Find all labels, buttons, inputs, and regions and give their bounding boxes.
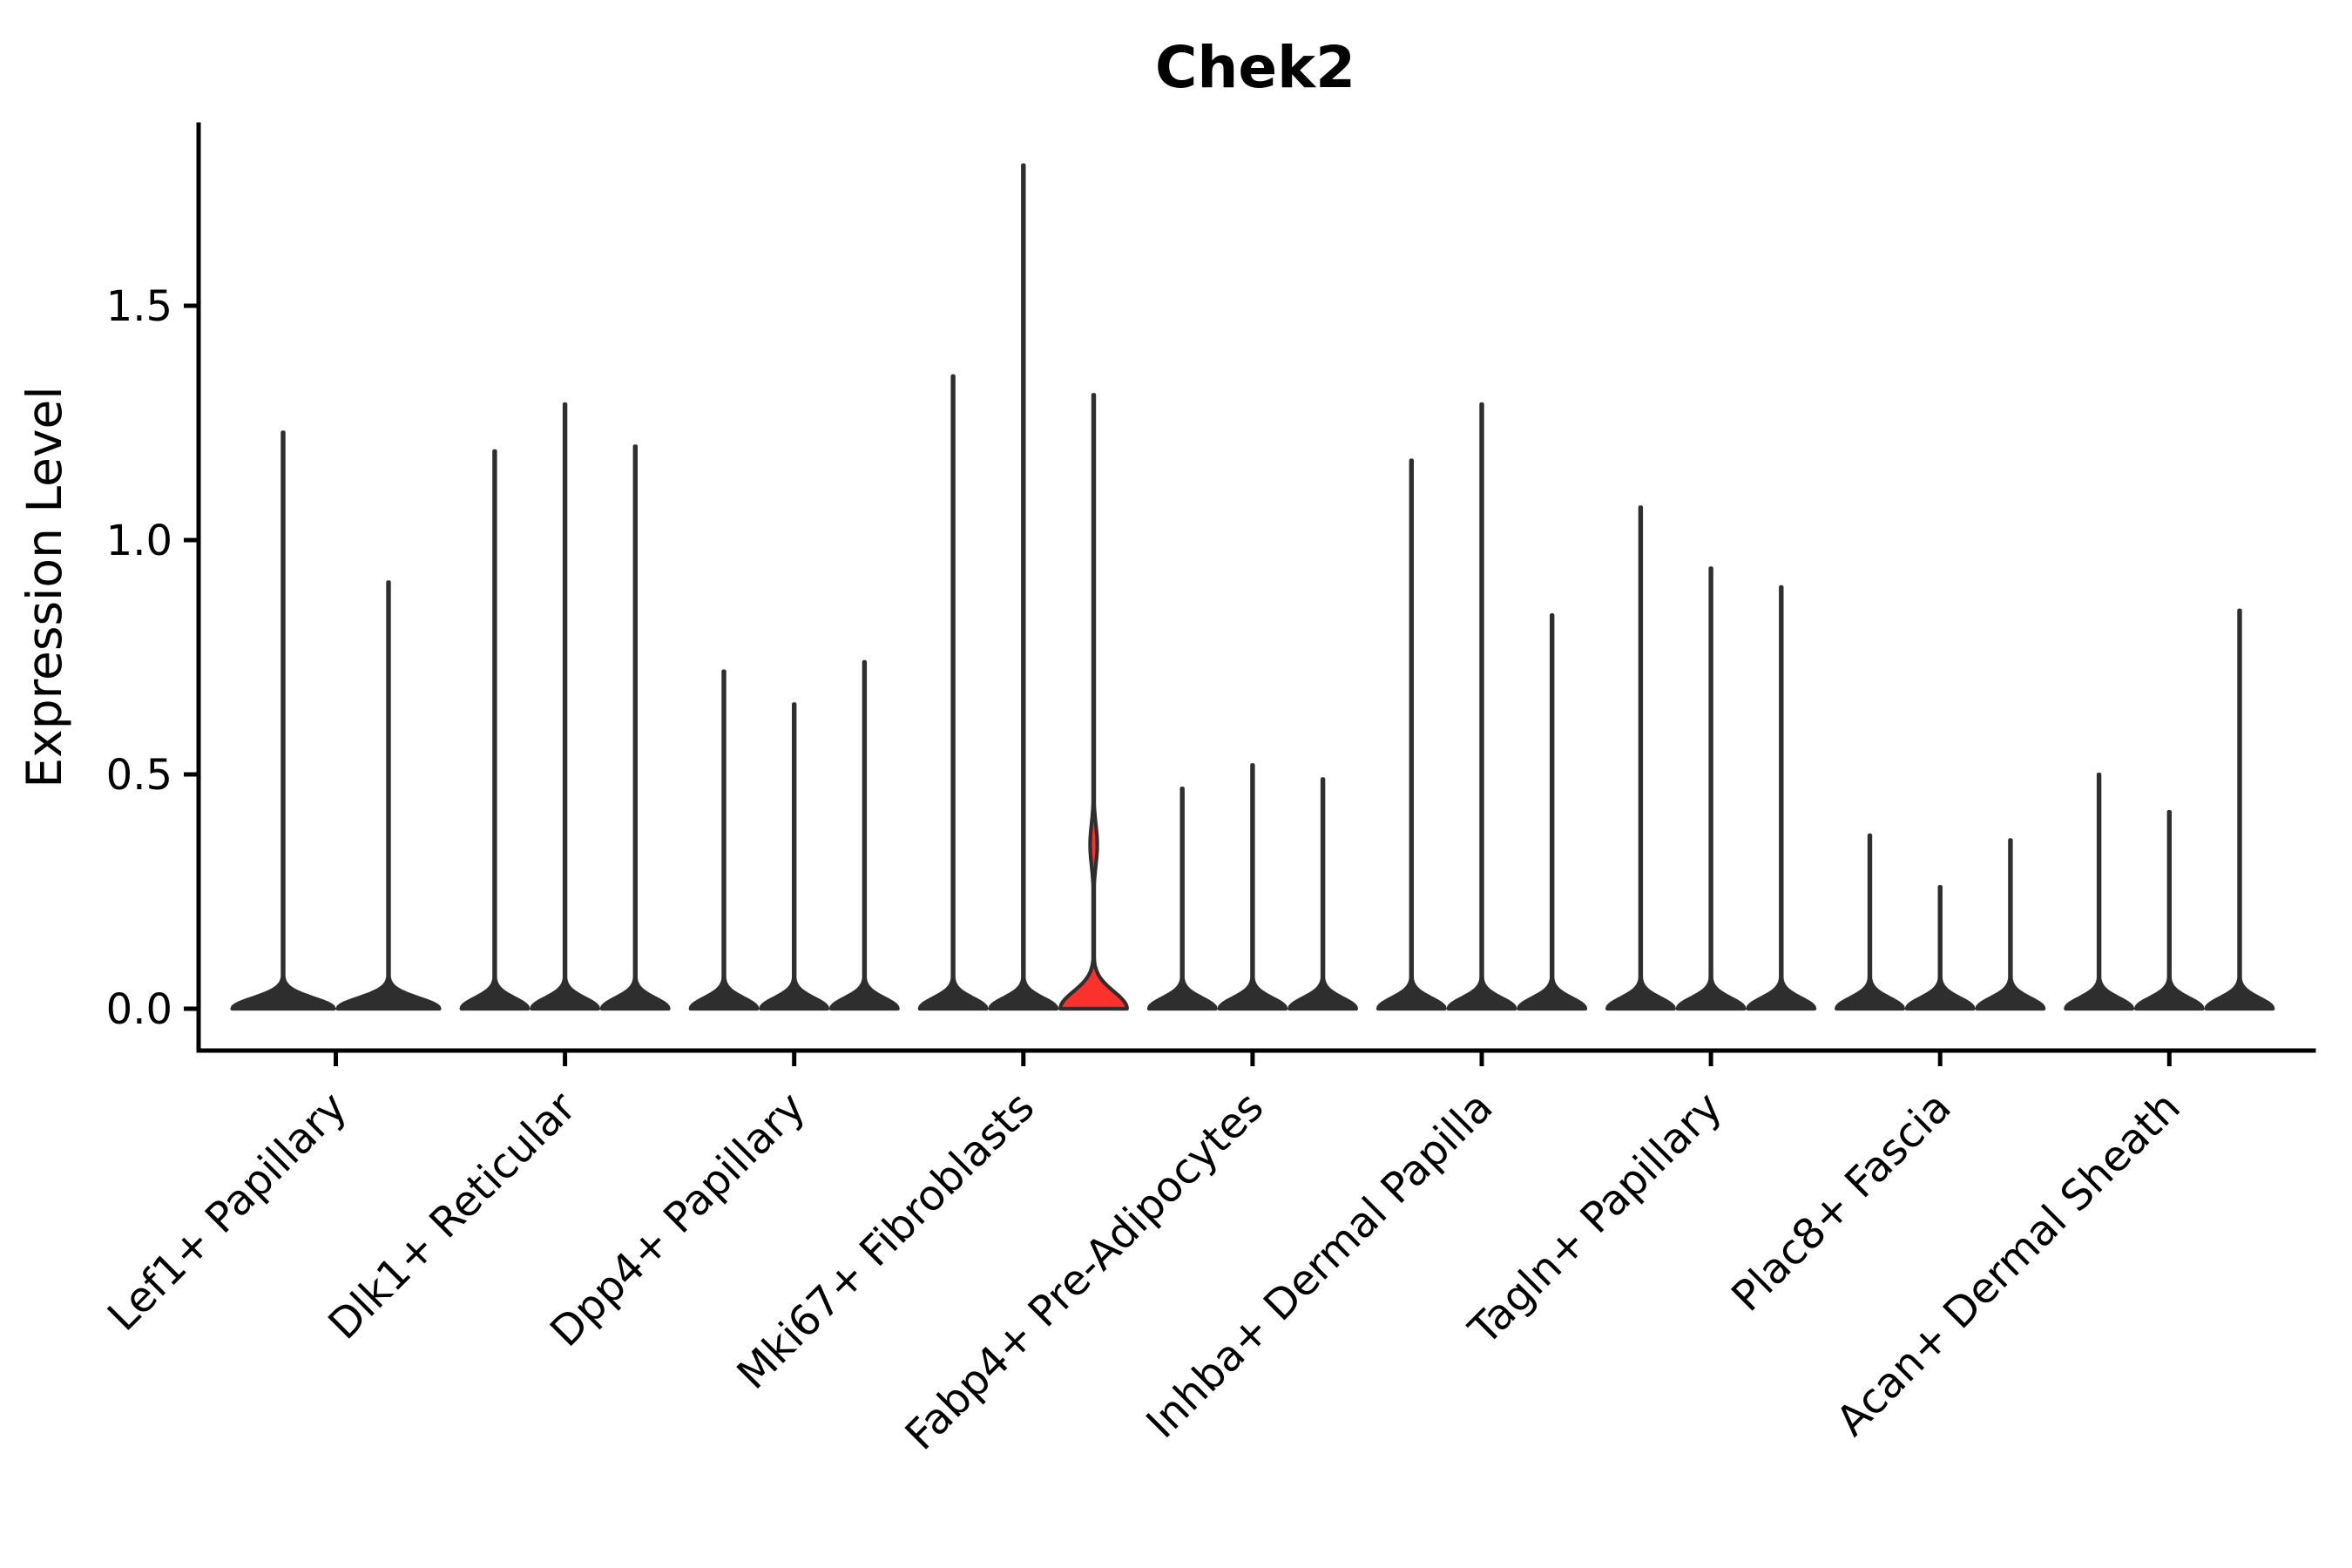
y-axis-label: Expression Level (17, 386, 72, 787)
violin-highlighted (1058, 393, 1129, 1011)
violin (759, 702, 830, 1011)
chart-title: Chek2 (1155, 34, 1355, 101)
x-tick-label: Tagln+ Papillary (1459, 1083, 1731, 1355)
violin (230, 430, 336, 1011)
y-tick-label: 1.5 (106, 282, 172, 331)
violin (2204, 608, 2275, 1011)
y-tick-label: 0.5 (106, 751, 172, 800)
violin (1375, 458, 1447, 1011)
violin (530, 402, 600, 1011)
violin (688, 669, 760, 1011)
violin (1146, 787, 1218, 1011)
violin (1446, 402, 1517, 1011)
violin (1217, 763, 1288, 1011)
y-tick-label: 0.0 (106, 985, 172, 1034)
violin (1835, 833, 1905, 1011)
violin (917, 374, 989, 1011)
x-tick-label: Plac8+ Fascia (1722, 1083, 1961, 1321)
y-tick-label: 1.0 (106, 517, 172, 565)
violin (1288, 777, 1358, 1011)
violin (335, 580, 442, 1011)
violin (988, 163, 1059, 1011)
violin (459, 449, 531, 1011)
violin (1517, 613, 1588, 1011)
violin (1746, 585, 1817, 1011)
violin (1675, 566, 1747, 1011)
violin (2133, 809, 2205, 1011)
violin (1904, 885, 1976, 1011)
violin (828, 659, 900, 1011)
violin (1605, 505, 1676, 1011)
violin (2064, 772, 2135, 1011)
x-tick-label: Lef1+ Papillary (98, 1083, 356, 1341)
x-tick-label: Dlk1+ Reticular (319, 1083, 585, 1349)
violin (1975, 838, 2046, 1011)
x-tick-label: Dpp4+ Papillary (541, 1083, 814, 1356)
violin (599, 444, 671, 1011)
